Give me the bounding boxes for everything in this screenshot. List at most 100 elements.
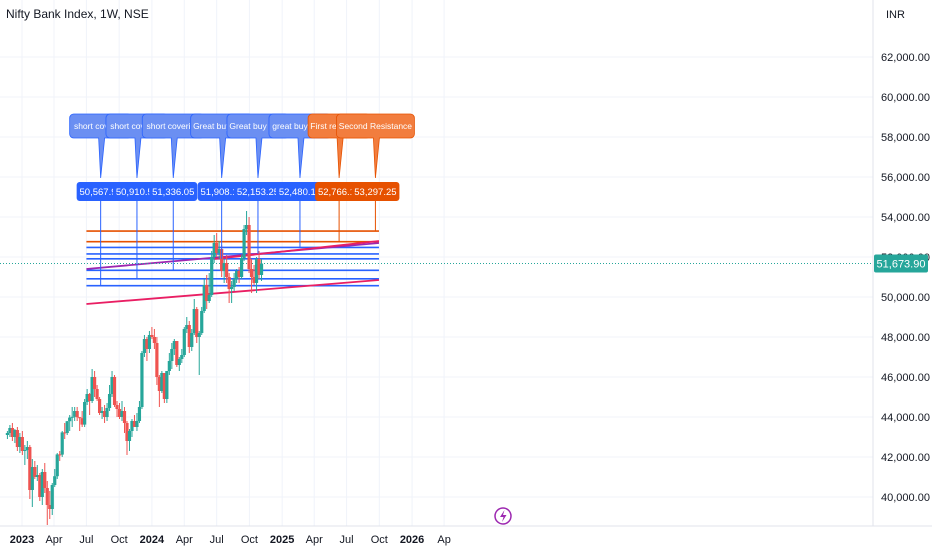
candle-body[interactable]	[177, 359, 181, 365]
trend-line[interactable]	[214, 240, 380, 260]
candle-body[interactable]	[254, 259, 259, 283]
candle-body[interactable]	[112, 377, 117, 405]
candle-body[interactable]	[172, 341, 176, 349]
candle-body[interactable]	[259, 263, 264, 275]
symbol-title[interactable]: Nifty Bank Index, 1W, NSE	[6, 7, 149, 21]
candle-body[interactable]	[5, 433, 10, 435]
candle-body[interactable]	[28, 447, 32, 490]
candle-body[interactable]	[167, 361, 171, 371]
candle-body[interactable]	[23, 450, 27, 451]
candle-body[interactable]	[215, 243, 219, 253]
candle-body[interactable]	[100, 411, 104, 413]
currency-label[interactable]: INR	[886, 9, 905, 21]
candle-body[interactable]	[157, 377, 161, 391]
candle-body[interactable]	[130, 421, 134, 431]
candle-body[interactable]	[90, 377, 94, 401]
candle-body[interactable]	[185, 325, 189, 329]
candle-body[interactable]	[93, 377, 97, 389]
annotation-value-box[interactable]	[315, 182, 364, 201]
candle-body[interactable]	[142, 339, 147, 353]
candle-body[interactable]	[182, 329, 186, 355]
candle-body[interactable]	[244, 225, 249, 229]
annotation-value-box[interactable]	[233, 182, 282, 201]
candle-body[interactable]	[192, 309, 196, 333]
candle-body[interactable]	[207, 295, 211, 301]
candle-body[interactable]	[105, 408, 109, 417]
candle-body[interactable]	[190, 333, 194, 347]
annotation-value-box[interactable]	[112, 182, 161, 201]
annotation-value-box[interactable]	[197, 182, 246, 201]
candle-body[interactable]	[117, 409, 122, 417]
candle-body[interactable]	[150, 335, 154, 337]
candle-body[interactable]	[170, 349, 174, 361]
candle-body[interactable]	[60, 432, 64, 455]
candle-body[interactable]	[68, 417, 72, 422]
candle-body[interactable]	[110, 377, 114, 394]
candle-body[interactable]	[175, 341, 179, 365]
candle-body[interactable]	[63, 432, 67, 434]
trend-line[interactable]	[86, 242, 380, 270]
candle-body[interactable]	[249, 269, 254, 277]
candle-body[interactable]	[18, 437, 22, 447]
candle-body[interactable]	[162, 373, 166, 399]
trend-line[interactable]	[86, 279, 380, 305]
candle-body[interactable]	[225, 263, 229, 277]
candle-body[interactable]	[140, 353, 144, 407]
candle-body[interactable]	[180, 355, 184, 359]
candle-body[interactable]	[205, 285, 209, 301]
candle-body[interactable]	[155, 343, 159, 377]
candle-body[interactable]	[120, 411, 124, 417]
candle-body[interactable]	[247, 225, 251, 269]
candle-body[interactable]	[38, 475, 42, 497]
annotation-value-box[interactable]	[351, 182, 400, 201]
candle-body[interactable]	[45, 488, 49, 505]
candle-body[interactable]	[107, 394, 112, 408]
candle-body[interactable]	[35, 475, 39, 477]
candle-body[interactable]	[147, 335, 152, 349]
candle-body[interactable]	[212, 243, 216, 257]
candle-body[interactable]	[122, 411, 127, 423]
candle-body[interactable]	[85, 394, 89, 402]
candle-body[interactable]	[222, 263, 226, 271]
candle-body[interactable]	[232, 279, 236, 287]
candle-body[interactable]	[30, 467, 34, 490]
candle-body[interactable]	[252, 277, 256, 283]
candle-body[interactable]	[127, 431, 132, 441]
candle-body[interactable]	[10, 428, 14, 437]
candle-body[interactable]	[125, 423, 129, 441]
candle-body[interactable]	[50, 485, 54, 509]
annotation-value-box[interactable]	[76, 182, 125, 201]
price-axis[interactable]: 40,000.00 42,000.00 44,000.00 46,000.00 48,0…	[881, 52, 930, 504]
candle-body[interactable]	[102, 411, 107, 417]
candle-body[interactable]	[187, 325, 191, 347]
candle-body[interactable]	[165, 371, 169, 399]
candle-body[interactable]	[200, 311, 204, 333]
candle-body[interactable]	[78, 417, 82, 419]
candle-body[interactable]	[80, 418, 84, 425]
candle-body[interactable]	[210, 257, 214, 295]
candle-body[interactable]	[33, 467, 37, 477]
candle-body[interactable]	[227, 277, 231, 289]
candle-body[interactable]	[8, 428, 12, 433]
annotation-value-box[interactable]	[275, 182, 324, 201]
candle-body[interactable]	[88, 394, 92, 401]
candle-body[interactable]	[235, 271, 239, 279]
candle-body[interactable]	[55, 454, 59, 477]
candle-body[interactable]	[115, 405, 119, 409]
candle-body[interactable]	[40, 472, 44, 497]
last-price-badge[interactable]	[874, 254, 928, 273]
candle-body[interactable]	[25, 447, 29, 450]
candle-body[interactable]	[237, 271, 241, 277]
candle-body[interactable]	[202, 285, 206, 311]
candle-body[interactable]	[220, 249, 224, 271]
candle-body[interactable]	[15, 430, 19, 447]
candle-body[interactable]	[230, 287, 234, 289]
candle-body[interactable]	[70, 416, 74, 418]
candle-body[interactable]	[53, 476, 57, 485]
candle-body[interactable]	[152, 337, 156, 343]
candle-body[interactable]	[160, 373, 164, 391]
annotation-callout[interactable]	[336, 113, 415, 179]
candle-body[interactable]	[48, 505, 52, 509]
candle-body[interactable]	[73, 411, 77, 417]
